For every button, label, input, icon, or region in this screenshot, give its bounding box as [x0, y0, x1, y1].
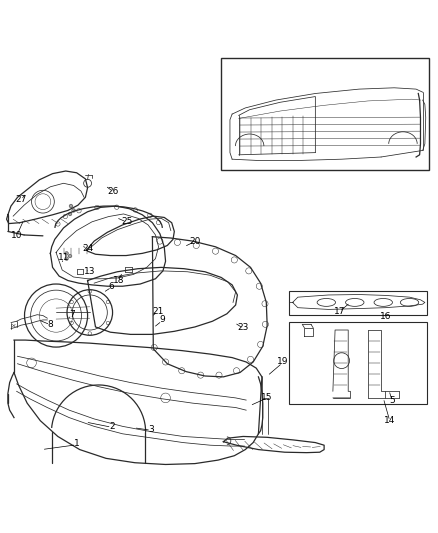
- Text: 6: 6: [109, 282, 115, 290]
- Text: 2: 2: [109, 422, 114, 431]
- Text: 7: 7: [69, 310, 75, 319]
- Text: 23: 23: [237, 324, 249, 332]
- Text: 9: 9: [159, 316, 165, 325]
- Text: 16: 16: [380, 312, 391, 321]
- Text: 11: 11: [58, 253, 69, 262]
- Text: 26: 26: [107, 187, 119, 196]
- Text: 15: 15: [261, 392, 273, 401]
- Text: 1: 1: [74, 439, 80, 448]
- Text: 19: 19: [277, 358, 288, 367]
- Text: 25: 25: [121, 217, 133, 227]
- Text: 10: 10: [11, 231, 22, 240]
- Text: 21: 21: [152, 306, 163, 316]
- Text: 5: 5: [389, 395, 395, 405]
- Text: 17: 17: [334, 306, 345, 316]
- Text: 24: 24: [82, 244, 93, 253]
- Text: 18: 18: [113, 276, 124, 285]
- Text: 27: 27: [15, 196, 27, 205]
- Bar: [221, 59, 429, 170]
- Text: 20: 20: [189, 237, 201, 246]
- Text: 14: 14: [384, 416, 396, 425]
- Bar: [289, 290, 427, 314]
- Bar: [289, 322, 427, 405]
- Text: 13: 13: [84, 267, 95, 276]
- Text: 8: 8: [47, 320, 53, 329]
- Text: 3: 3: [148, 425, 154, 434]
